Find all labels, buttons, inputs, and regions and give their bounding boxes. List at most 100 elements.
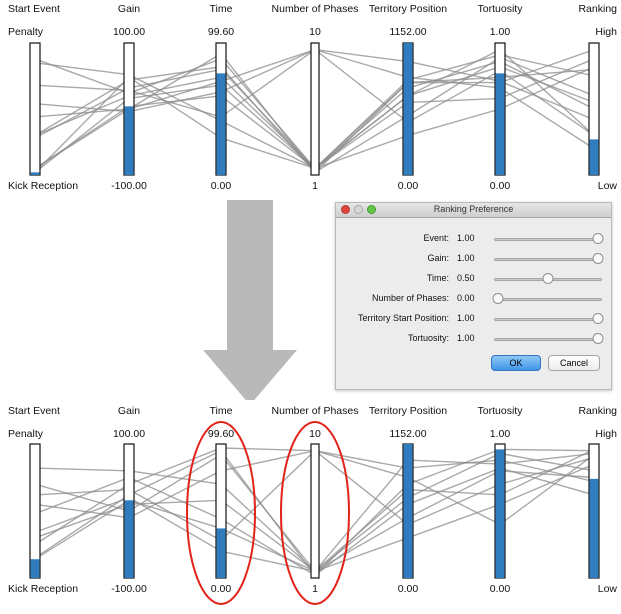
start-event-axis-fill [30, 172, 40, 175]
transition-arrow-icon [203, 200, 297, 400]
gain-axis-fill [124, 500, 134, 578]
number-of-phases-axis-min-label: 1 [312, 583, 318, 595]
ranking-axis-min-label: Low [597, 583, 617, 595]
preference-slider-knob[interactable] [592, 233, 604, 244]
tortuosity-axis-title: Tortuosity [477, 405, 523, 417]
preference-row: Event: 1.00 [336, 231, 611, 249]
preference-slider-knob[interactable] [592, 333, 604, 344]
preference-label: Territory Start Position: [357, 313, 449, 323]
cancel-button[interactable]: Cancel [548, 355, 600, 371]
time-axis-min-label: 0.00 [210, 583, 232, 595]
preference-row: Territory Start Position: 1.00 [336, 311, 611, 329]
start-event-axis-min-label: Kick Reception [8, 583, 79, 595]
preference-value: 1.00 [457, 233, 475, 243]
close-window-icon[interactable] [341, 205, 350, 214]
tortuosity-axis-fill [495, 449, 505, 578]
time-axis-fill [216, 73, 226, 175]
time-axis-fill [216, 528, 226, 578]
time-axis-min-label: 0.00 [210, 180, 232, 192]
preference-row: Time: 0.50 [336, 271, 611, 289]
number-of-phases-axis-title: Number of Phases [271, 3, 359, 15]
preference-label: Tortuosity: [407, 333, 449, 343]
ranking-axis-min-label: Low [597, 180, 617, 192]
number-of-phases-axis-min-label: 1 [312, 180, 318, 192]
start-event-axis-title: Start Event [8, 3, 60, 15]
gain-axis-max-label: 100.00 [112, 428, 146, 440]
preference-label: Event: [423, 233, 449, 243]
plot-canvas-bottom [29, 421, 600, 605]
dialog-title: Ranking Preference [433, 204, 514, 214]
territory-position-axis-title: Territory Position [368, 3, 448, 15]
territory-position-axis-min-label: 0.00 [397, 583, 419, 595]
preference-slider-knob[interactable] [592, 313, 604, 324]
ranking-axis-max-label: High [595, 428, 617, 440]
time-highlight-ellipse [186, 421, 256, 605]
territory-position-axis-fill [403, 43, 413, 175]
start-event-axis-fill [30, 559, 40, 578]
number-of-phases-axis-max-label: 10 [309, 428, 321, 440]
preference-slider-track[interactable] [494, 298, 602, 301]
tortuosity-axis-max-label: 1.00 [489, 428, 511, 440]
time-axis-max-label: 99.60 [207, 428, 235, 440]
tortuosity-axis-min-label: 0.00 [489, 583, 511, 595]
gain-axis-fill [124, 106, 134, 175]
territory-position-axis-title: Territory Position [368, 405, 448, 417]
time-axis-title: Time [209, 3, 233, 15]
tortuosity-axis-max-label: 1.00 [489, 26, 511, 38]
preference-value: 1.00 [457, 253, 475, 263]
preference-label: Gain: [427, 253, 449, 263]
territory-position-axis-max-label: 1152.00 [389, 428, 427, 440]
preference-label: Time: [426, 273, 449, 283]
gain-axis-min-label: -100.00 [111, 583, 147, 595]
preference-value: 0.50 [457, 273, 475, 283]
time-axis-max-label: 99.60 [207, 26, 235, 38]
preference-row: Number of Phases: 0.00 [336, 291, 611, 309]
start-event-axis-title: Start Event [8, 405, 60, 417]
gain-axis-min-label: -100.00 [111, 180, 147, 192]
minimize-window-icon[interactable] [354, 205, 363, 214]
ranking-preference-dialog: Ranking Preference Event: 1.00 Gain: 1.00 Ti… [335, 202, 612, 390]
territory-position-axis-max-label: 1152.00 [389, 26, 427, 38]
preference-value: 1.00 [457, 333, 475, 343]
tortuosity-axis-title: Tortuosity [477, 3, 523, 15]
dialog-titlebar: Ranking Preference [336, 203, 611, 218]
ranking-axis-max-label: High [595, 26, 617, 38]
start-event-axis-max-label: Penalty [8, 428, 44, 440]
territory-position-axis-fill [403, 444, 413, 578]
tortuosity-axis-fill [495, 73, 505, 175]
number-of-phases-axis-bar [310, 443, 320, 579]
preference-row: Gain: 1.00 [336, 251, 611, 269]
ranking-axis-fill [589, 478, 599, 578]
start-event-axis-bar [29, 42, 41, 176]
ranking-axis-fill [589, 139, 599, 175]
parallel-coordinates-before: Start Event Penalty Kick Reception Gain 100.… [0, 0, 621, 200]
number-of-phases-axis-max-label: 10 [309, 26, 321, 38]
preference-value: 1.00 [457, 313, 475, 323]
zoom-window-icon[interactable] [367, 205, 376, 214]
preference-slider-knob[interactable] [542, 273, 554, 284]
start-event-axis-max-label: Penalty [8, 26, 44, 38]
preference-slider-knob[interactable] [492, 293, 504, 304]
preference-slider-track[interactable] [494, 238, 602, 241]
preference-value: 0.00 [457, 293, 475, 303]
preference-slider-track[interactable] [494, 338, 602, 341]
tortuosity-axis-min-label: 0.00 [489, 180, 511, 192]
preference-slider-track[interactable] [494, 318, 602, 321]
gain-axis-max-label: 100.00 [112, 26, 146, 38]
preference-slider-knob[interactable] [592, 253, 604, 264]
plot-canvas-top [29, 42, 600, 176]
number-of-phases-highlight-ellipse [280, 421, 350, 605]
preference-label: Number of Phases: [371, 293, 449, 303]
time-axis-title: Time [209, 405, 233, 417]
start-event-axis-bar [29, 443, 41, 579]
preference-slider-track[interactable] [494, 258, 602, 261]
ranking-axis-title: Ranking [578, 3, 617, 15]
gain-axis-title: Gain [117, 405, 141, 417]
parallel-coordinates-after: Start Event Penalty Kick Reception Gain 100.… [0, 398, 621, 614]
preference-row: Tortuosity: 1.00 [336, 331, 611, 349]
territory-position-axis-min-label: 0.00 [397, 180, 419, 192]
number-of-phases-axis-bar [310, 42, 320, 176]
ok-button[interactable]: OK [491, 355, 541, 371]
gain-axis-title: Gain [117, 3, 141, 15]
start-event-axis-min-label: Kick Reception [8, 180, 79, 192]
